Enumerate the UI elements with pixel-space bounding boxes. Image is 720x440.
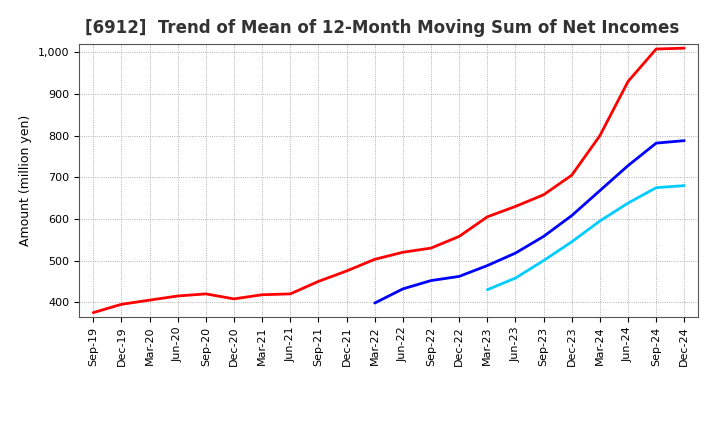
5 Years (539, 234, 548, 239)
3 Years (230, 296, 238, 301)
5 Years (399, 286, 408, 292)
3 Years (652, 46, 660, 51)
3 Years (624, 79, 632, 84)
3 Years (567, 172, 576, 178)
3 Years (539, 192, 548, 198)
3 Years (117, 302, 126, 307)
3 Years (314, 279, 323, 284)
3 Years (399, 249, 408, 255)
3 Years (455, 234, 464, 239)
3 Years (483, 214, 492, 220)
3 Years (174, 293, 182, 299)
3 Years (427, 246, 436, 251)
5 Years (567, 213, 576, 218)
3 Years (89, 310, 98, 315)
Line: 5 Years: 5 Years (374, 141, 684, 303)
Line: 7 Years: 7 Years (487, 186, 684, 290)
3 Years (370, 257, 379, 262)
7 Years (511, 275, 520, 281)
5 Years (624, 163, 632, 168)
7 Years (539, 258, 548, 263)
3 Years (258, 292, 266, 297)
7 Years (483, 287, 492, 292)
7 Years (680, 183, 688, 188)
5 Years (455, 274, 464, 279)
Line: 3 Years: 3 Years (94, 48, 684, 313)
Legend: 3 Years, 5 Years, 7 Years: 3 Years, 5 Years, 7 Years (247, 438, 531, 440)
5 Years (680, 138, 688, 143)
7 Years (595, 218, 604, 224)
3 Years (342, 268, 351, 274)
3 Years (511, 204, 520, 209)
5 Years (511, 250, 520, 256)
5 Years (427, 278, 436, 283)
3 Years (145, 297, 154, 303)
7 Years (624, 201, 632, 206)
Text: [6912]  Trend of Mean of 12-Month Moving Sum of Net Incomes: [6912] Trend of Mean of 12-Month Moving … (86, 19, 680, 37)
5 Years (595, 188, 604, 193)
5 Years (483, 263, 492, 268)
3 Years (286, 291, 294, 297)
5 Years (652, 140, 660, 146)
7 Years (652, 185, 660, 191)
7 Years (567, 239, 576, 245)
3 Years (595, 133, 604, 138)
5 Years (370, 301, 379, 306)
3 Years (680, 45, 688, 51)
3 Years (202, 291, 210, 297)
Y-axis label: Amount (million yen): Amount (million yen) (19, 115, 32, 246)
